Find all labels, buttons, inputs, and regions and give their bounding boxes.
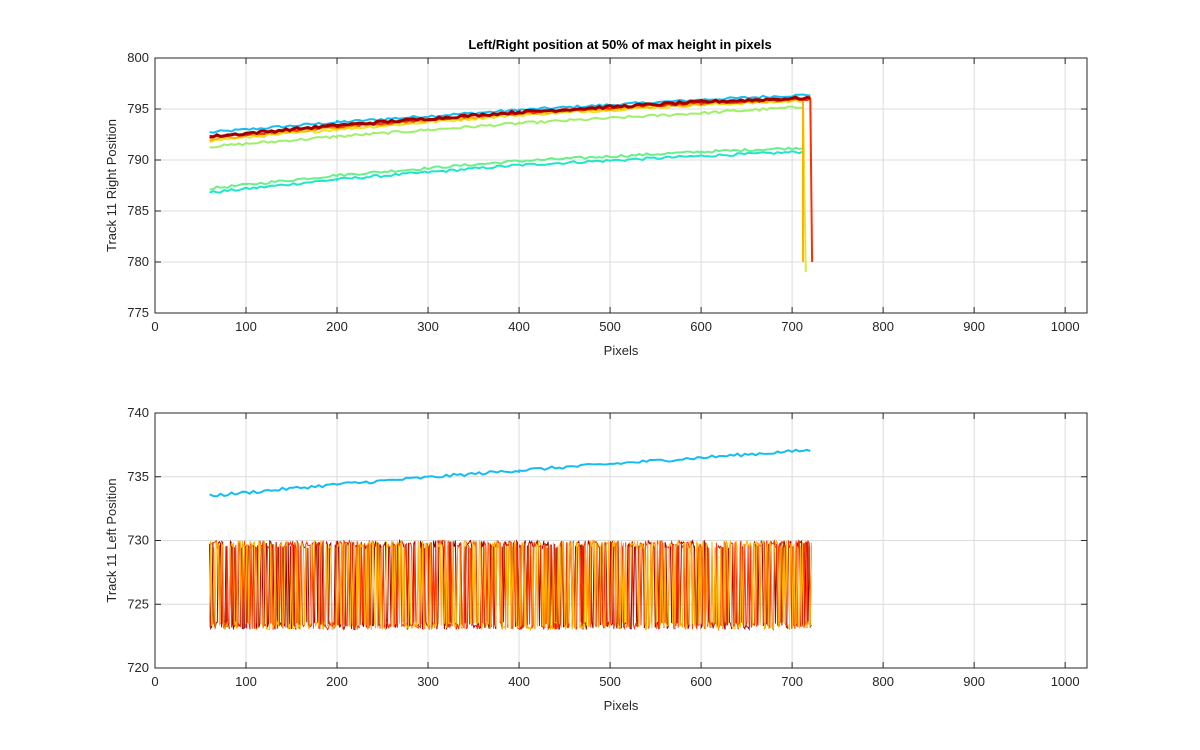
x-tick-label: 500 (599, 674, 621, 689)
series-group (209, 93, 814, 273)
x-tick-label: 600 (690, 674, 712, 689)
y-axis-label: Track 11 Left Position (104, 478, 119, 602)
series-line (209, 448, 811, 498)
x-tick-label: 300 (417, 319, 439, 334)
x-tick-label: 300 (417, 674, 439, 689)
x-tick-label: 800 (872, 319, 894, 334)
y-tick-label: 740 (127, 405, 149, 420)
x-tick-label: 800 (872, 674, 894, 689)
x-tick-label: 400 (508, 674, 530, 689)
y-tick-label: 725 (127, 596, 149, 611)
x-axis-label: Pixels (604, 698, 639, 713)
x-tick-label: 900 (963, 319, 985, 334)
x-tick-label: 500 (599, 319, 621, 334)
x-tick-label: 200 (326, 319, 348, 334)
x-tick-label: 700 (781, 319, 803, 334)
series-group (209, 448, 812, 632)
series-line (209, 539, 812, 632)
x-tick-label: 400 (508, 319, 530, 334)
x-tick-label: 0 (151, 674, 158, 689)
series-line (209, 105, 804, 149)
series-line (209, 146, 804, 191)
axes-right-position: 0 100 200 300 400 500 600 700 800 900 1000 775 780 78… (104, 50, 1088, 358)
x-tick-label: 700 (781, 674, 803, 689)
x-tick-label: 100 (235, 674, 257, 689)
series-line (209, 150, 804, 194)
x-tick-label: 600 (690, 319, 712, 334)
x-tick-label: 900 (963, 674, 985, 689)
x-axis-label: Pixels (604, 343, 639, 358)
axes-left-position: 0 100 200 300 400 500 600 700 800 900 1000 720 725 73… (104, 405, 1088, 713)
plot-area (155, 58, 1087, 313)
y-tick-label: 735 (127, 469, 149, 484)
y-tick-label: 720 (127, 660, 149, 675)
y-tick-label: 775 (127, 305, 149, 320)
y-tick-label: 780 (127, 254, 149, 269)
series-line (209, 95, 811, 139)
x-tick-label: 100 (235, 319, 257, 334)
x-tick-label: 200 (326, 674, 348, 689)
x-tick-label: 0 (151, 319, 158, 334)
x-tick-label: 1000 (1051, 319, 1080, 334)
y-tick-label: 795 (127, 101, 149, 116)
series-line (209, 93, 811, 134)
axes-box (154, 57, 1088, 314)
y-tick-label: 730 (127, 533, 149, 548)
x-tick-label: 1000 (1051, 674, 1080, 689)
figure-title: Left/Right position at 50% of max height… (468, 37, 771, 52)
y-tick-label: 790 (127, 152, 149, 167)
y-tick-label: 800 (127, 50, 149, 65)
y-axis-label: Track 11 Right Position (104, 119, 119, 252)
y-tick-label: 785 (127, 203, 149, 218)
